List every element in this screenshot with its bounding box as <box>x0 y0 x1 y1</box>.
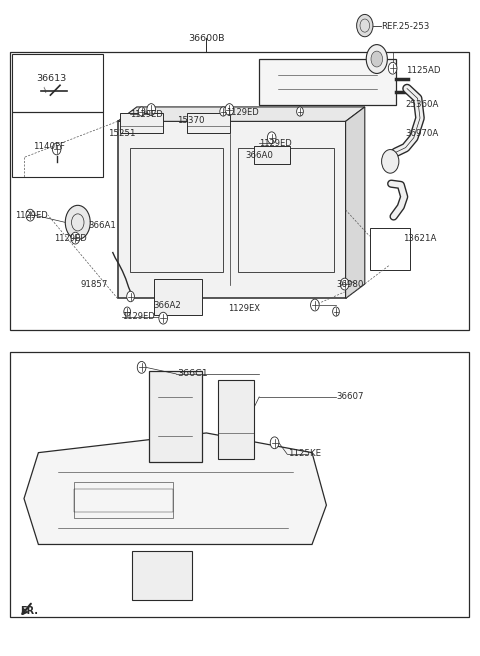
Circle shape <box>71 232 80 244</box>
Polygon shape <box>118 121 346 298</box>
Circle shape <box>357 14 373 37</box>
Text: 1129ED: 1129ED <box>130 110 162 119</box>
Text: /: / <box>43 87 48 93</box>
Text: 366A1: 366A1 <box>89 220 117 230</box>
Circle shape <box>52 143 61 155</box>
Text: FR.: FR. <box>20 606 38 617</box>
Text: 1129ED: 1129ED <box>15 211 48 220</box>
Circle shape <box>65 205 90 239</box>
Circle shape <box>340 278 349 290</box>
Circle shape <box>388 62 397 74</box>
Text: 36600B: 36600B <box>188 33 225 43</box>
Polygon shape <box>149 371 202 462</box>
Polygon shape <box>118 107 365 121</box>
Polygon shape <box>346 107 365 298</box>
Text: 25360A: 25360A <box>406 100 439 110</box>
Circle shape <box>333 307 339 316</box>
Polygon shape <box>154 279 202 315</box>
Polygon shape <box>254 146 290 164</box>
Circle shape <box>26 209 35 221</box>
Circle shape <box>124 307 131 316</box>
Circle shape <box>270 437 279 449</box>
Polygon shape <box>187 113 230 133</box>
Text: 1125KE: 1125KE <box>288 449 321 459</box>
Polygon shape <box>24 433 326 544</box>
Text: 1125AD: 1125AD <box>406 66 440 75</box>
Text: 36607: 36607 <box>336 392 363 401</box>
Polygon shape <box>132 551 192 600</box>
Circle shape <box>225 104 234 115</box>
Polygon shape <box>218 380 254 459</box>
Text: 1129ED: 1129ED <box>226 108 258 117</box>
Text: 36970A: 36970A <box>406 129 439 138</box>
Polygon shape <box>259 59 396 105</box>
Text: 15370: 15370 <box>177 116 204 125</box>
Text: 1129ED: 1129ED <box>259 138 292 148</box>
Circle shape <box>297 107 303 116</box>
Polygon shape <box>120 113 163 133</box>
Text: 1140FF: 1140FF <box>33 142 65 152</box>
Circle shape <box>311 299 319 311</box>
Circle shape <box>127 291 134 302</box>
Text: 1129ED: 1129ED <box>54 234 86 243</box>
Text: 13621A: 13621A <box>403 234 437 243</box>
Circle shape <box>138 107 145 116</box>
Text: 15251: 15251 <box>108 129 135 138</box>
Text: 366A2: 366A2 <box>154 300 181 310</box>
Circle shape <box>137 361 146 373</box>
Circle shape <box>159 312 168 324</box>
Circle shape <box>371 51 383 67</box>
Circle shape <box>220 107 227 116</box>
Circle shape <box>147 104 156 115</box>
Text: 1129EX: 1129EX <box>228 304 260 313</box>
Circle shape <box>382 150 399 173</box>
Text: 366A0: 366A0 <box>246 151 274 160</box>
Text: REF.25-253: REF.25-253 <box>382 22 430 31</box>
Circle shape <box>267 132 276 144</box>
Circle shape <box>366 45 387 73</box>
Text: 36613: 36613 <box>36 74 67 83</box>
Text: 36980: 36980 <box>336 279 363 289</box>
Text: 1129ED: 1129ED <box>122 312 155 321</box>
Text: 91857: 91857 <box>81 280 108 289</box>
Text: 366C1: 366C1 <box>178 369 208 379</box>
